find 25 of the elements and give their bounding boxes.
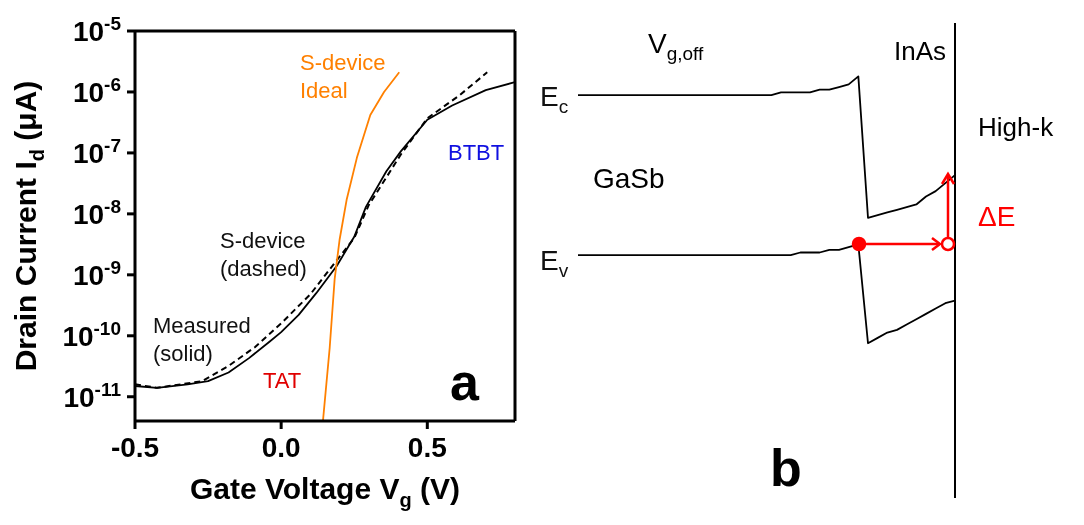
series-label: S-device Ideal (300, 50, 386, 103)
y-tick-label: 10$^{-6}$ (72, 73, 121, 108)
y-tick-label: 10$^{-9}$ (72, 256, 121, 291)
series-label: E$_{c}$ (540, 81, 569, 117)
annotation: BTBT (448, 140, 505, 165)
annotation: TAT (263, 368, 302, 393)
series-label: E$_{v}$ (540, 245, 569, 281)
x-tick-label: -0.5 (110, 432, 160, 463)
text: InAs (894, 36, 947, 66)
y-tick-label: 10$^{-8}$ (72, 195, 121, 230)
series-label: S-device (dashed) (220, 228, 307, 281)
x-tick-label: 0.5 (407, 432, 447, 463)
text: b (770, 439, 802, 497)
x-tick-label: 0.0 (261, 432, 301, 463)
y-tick-label: 10$^{-11}$ (63, 378, 122, 413)
series-label: Measured (solid) (153, 313, 251, 366)
y-tick-label: 10$^{-10}$ (62, 317, 121, 352)
text: V$_{g,off}$ (648, 28, 705, 64)
y-tick-label: 10$^{-7}$ (72, 134, 121, 169)
text: ΔE (978, 201, 1016, 232)
annotation: GaSb (593, 163, 665, 194)
x-axis-title: Gate Voltage V$_{g}$ (V) (189, 472, 461, 511)
annotation: a (450, 353, 480, 411)
text: High-k (978, 112, 1055, 142)
y-tick-label: 10$^{-5}$ (72, 13, 122, 47)
